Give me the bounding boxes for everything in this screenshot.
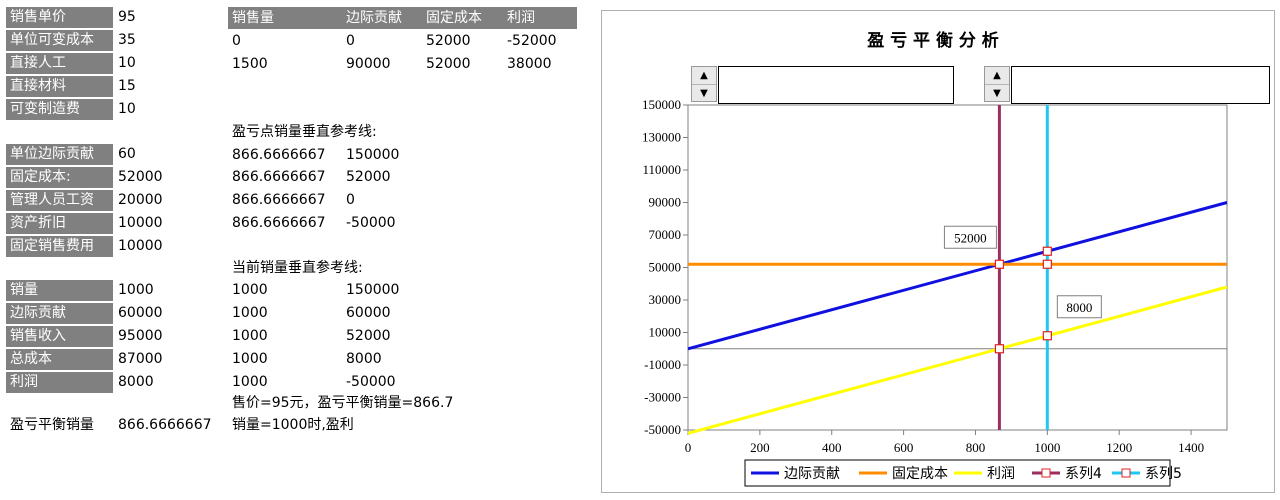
- ref2-cell[interactable]: 1000: [232, 305, 268, 321]
- param-value[interactable]: 10: [118, 55, 136, 71]
- ref2-cell[interactable]: 52000: [346, 328, 391, 344]
- ref2-cell[interactable]: 8000: [346, 351, 382, 367]
- spinner-sales[interactable]: ▲ ▼: [984, 66, 1010, 102]
- result-value[interactable]: 8000: [118, 374, 154, 390]
- param-label: 销售单价: [6, 7, 113, 28]
- fixed-value[interactable]: 20000: [118, 192, 163, 208]
- ref2-cell[interactable]: 150000: [346, 282, 400, 298]
- table-header: 利润: [503, 7, 577, 29]
- table-header: 固定成本: [422, 7, 503, 29]
- note-profit: 销量=1000时,盈利: [232, 417, 354, 433]
- ref1-cell[interactable]: -50000: [346, 215, 396, 231]
- table-cell[interactable]: 52000: [426, 33, 471, 49]
- ref2-cell[interactable]: 1000: [232, 282, 268, 298]
- note-price: 售价=95元，盈亏平衡销量=866.7: [232, 395, 454, 411]
- ref2-title: 当前销量垂直参考线:: [232, 260, 363, 276]
- breakeven-label: 盈亏平衡销量: [10, 417, 94, 433]
- param-value[interactable]: 15: [118, 78, 136, 94]
- result-value[interactable]: 1000: [118, 282, 154, 298]
- table-header: 销售量: [228, 7, 342, 29]
- spinner-breakeven[interactable]: ▲ ▼: [691, 66, 717, 102]
- ref1-cell[interactable]: 866.6666667: [232, 147, 326, 163]
- result-label: 总成本: [6, 349, 113, 370]
- spin-down-icon[interactable]: ▼: [700, 88, 708, 99]
- ref1-cell[interactable]: 866.6666667: [232, 192, 326, 208]
- fixed-value[interactable]: 52000: [118, 169, 163, 185]
- spin-down-icon[interactable]: ▼: [993, 88, 1001, 99]
- result-value[interactable]: 95000: [118, 328, 163, 344]
- result-value[interactable]: 60000: [118, 305, 163, 321]
- param-label: 可变制造费: [6, 99, 113, 120]
- ref1-cell[interactable]: 150000: [346, 147, 400, 163]
- param-value[interactable]: 95: [118, 9, 136, 25]
- table-cell[interactable]: 90000: [346, 56, 391, 72]
- param-value[interactable]: 10: [118, 101, 136, 117]
- ref2-cell[interactable]: 1000: [232, 374, 268, 390]
- result-label: 销售收入: [6, 326, 113, 347]
- table-cell[interactable]: -52000: [507, 33, 557, 49]
- chart-area[interactable]: ▲ ▼ ▲ ▼: [601, 10, 1275, 493]
- result-label: 销量: [6, 280, 113, 301]
- fixed-label: 固定销售费用: [6, 236, 113, 257]
- fixed-label: 固定成本:: [6, 167, 113, 188]
- param-label: 单位可变成本: [6, 30, 113, 51]
- fixed-label: 管理人员工资: [6, 190, 113, 211]
- param-value[interactable]: 35: [118, 32, 136, 48]
- ref1-cell[interactable]: 866.6666667: [232, 215, 326, 231]
- param-label: 直接人工: [6, 53, 113, 74]
- result-label: 边际贡献: [6, 303, 113, 324]
- table-cell[interactable]: 38000: [507, 56, 552, 72]
- spin-up-icon[interactable]: ▲: [985, 67, 1009, 85]
- ref2-cell[interactable]: -50000: [346, 374, 396, 390]
- spinner-value-box[interactable]: [718, 66, 954, 104]
- ref2-cell[interactable]: 60000: [346, 305, 391, 321]
- table-cell[interactable]: 0: [346, 33, 355, 49]
- fixed-value[interactable]: 60: [118, 146, 136, 162]
- spin-up-icon[interactable]: ▲: [692, 67, 716, 85]
- fixed-value[interactable]: 10000: [118, 215, 163, 231]
- table-cell[interactable]: 52000: [426, 56, 471, 72]
- result-label: 利润: [6, 372, 113, 393]
- table-cell[interactable]: 1500: [232, 56, 268, 72]
- ref1-cell[interactable]: 52000: [346, 169, 391, 185]
- ref1-cell[interactable]: 0: [346, 192, 355, 208]
- spinner-value-box[interactable]: [1011, 66, 1270, 104]
- fixed-label: 资产折旧: [6, 213, 113, 234]
- fixed-value[interactable]: 10000: [118, 238, 163, 254]
- result-value[interactable]: 87000: [118, 351, 163, 367]
- table-header: 边际贡献: [342, 7, 422, 29]
- table-cell[interactable]: 0: [232, 33, 241, 49]
- ref1-title: 盈亏点销量垂直参考线:: [232, 124, 377, 140]
- ref2-cell[interactable]: 1000: [232, 328, 268, 344]
- ref2-cell[interactable]: 1000: [232, 351, 268, 367]
- fixed-label: 单位边际贡献: [6, 144, 113, 165]
- ref1-cell[interactable]: 866.6666667: [232, 169, 326, 185]
- param-label: 直接材料: [6, 76, 113, 97]
- breakeven-value[interactable]: 866.6666667: [118, 417, 212, 433]
